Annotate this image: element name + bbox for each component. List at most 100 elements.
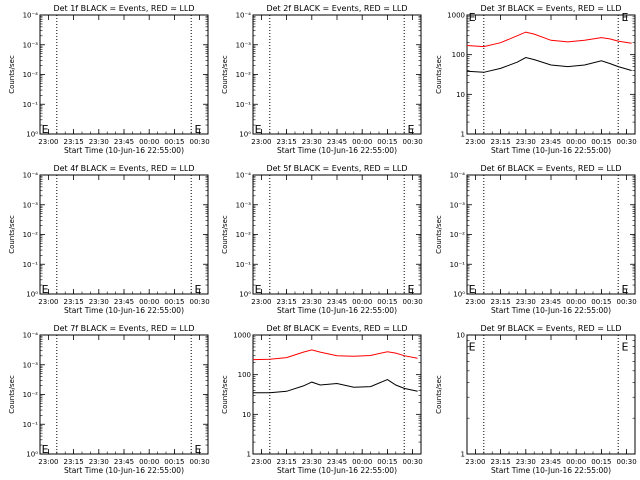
chart-title: Det 9f BLACK = Events, RED = LLD [480, 324, 621, 333]
y-tick-label: 10⁻⁴ [236, 172, 252, 180]
y-tick-label: 10⁻³ [236, 201, 252, 209]
y-tick-label: 10⁻⁴ [450, 172, 466, 180]
x-tick-label: 23:15 [277, 138, 297, 146]
x-tick-label: 23:15 [64, 138, 84, 146]
y-tick-label: 1000 [447, 12, 465, 20]
x-tick-label: 23:45 [541, 138, 561, 146]
series-line [253, 379, 418, 394]
y-axis-label: Counts/sec [435, 215, 443, 254]
x-tick-label: 23:15 [277, 298, 297, 306]
y-axis-label: Counts/sec [221, 375, 229, 414]
x-tick-label: 00:00 [139, 458, 159, 466]
annotation-label: E [195, 283, 202, 296]
x-tick-label: 00:15 [164, 298, 184, 306]
x-tick-label: 23:15 [491, 458, 511, 466]
y-tick-label: 1 [461, 131, 465, 139]
y-tick-label: 10⁻³ [236, 41, 252, 49]
y-tick-label: 1 [247, 451, 251, 459]
x-tick-label: 23:30 [89, 298, 109, 306]
y-tick-label: 10⁻⁴ [23, 12, 39, 20]
y-tick-label: 1000 [233, 332, 251, 340]
chart-title: Det 8f BLACK = Events, RED = LLD [266, 324, 407, 333]
x-tick-label: 00:30 [190, 138, 210, 146]
x-tick-label: 23:30 [516, 458, 536, 466]
y-tick-label: 10⁻¹ [236, 261, 252, 269]
series-line [466, 56, 632, 73]
x-tick-label: 00:00 [352, 138, 372, 146]
y-tick-label: 10⁻³ [23, 41, 39, 49]
annotation-label: E [42, 123, 49, 136]
x-tick-label: 23:00 [465, 458, 485, 466]
y-tick-label: 10⁰ [26, 291, 38, 299]
plot-frame [466, 14, 636, 135]
y-tick-label: 10⁻² [23, 231, 39, 239]
x-axis-label: Start Time (10-Jun-16 22:55:00) [491, 466, 611, 475]
y-tick-label: 10⁻¹ [450, 261, 466, 269]
x-tick-label: 23:00 [251, 298, 271, 306]
chart-title: Det 7f BLACK = Events, RED = LLD [53, 324, 194, 333]
plot-frame [39, 14, 209, 135]
y-tick-label: 10⁰ [239, 131, 251, 139]
y-tick-label: 100 [452, 51, 465, 59]
x-tick-label: 23:15 [491, 138, 511, 146]
x-tick-label: 23:00 [38, 298, 58, 306]
y-tick-label: 10⁻⁴ [236, 12, 252, 20]
x-tick-label: 23:45 [114, 458, 134, 466]
x-tick-label: 00:00 [139, 138, 159, 146]
x-tick-label: 23:45 [327, 298, 347, 306]
x-tick-label: 00:30 [190, 298, 210, 306]
x-tick-label: 23:30 [89, 138, 109, 146]
annotation-label: E [469, 283, 476, 296]
x-tick-label: 00:00 [352, 298, 372, 306]
y-tick-label: 10⁻² [23, 71, 39, 79]
y-tick-label: 10⁰ [453, 291, 465, 299]
x-axis-label: Start Time (10-Jun-16 22:55:00) [64, 466, 184, 475]
x-tick-label: 23:45 [541, 298, 561, 306]
chart-title: Det 2f BLACK = Events, RED = LLD [266, 4, 407, 13]
y-tick-label: 10⁻³ [23, 201, 39, 209]
y-tick-label: 10⁻³ [450, 201, 466, 209]
y-tick-label: 10⁻³ [23, 361, 39, 369]
x-tick-label: 23:00 [465, 298, 485, 306]
x-tick-label: 00:30 [617, 458, 637, 466]
plot-frame [466, 334, 636, 455]
y-tick-label: 10⁻⁴ [23, 332, 39, 340]
x-tick-label: 00:00 [139, 298, 159, 306]
annotation-label: E [408, 283, 415, 296]
x-tick-label: 00:15 [377, 138, 397, 146]
x-axis-label: Start Time (10-Jun-16 22:55:00) [491, 306, 611, 315]
x-tick-label: 00:30 [403, 138, 423, 146]
x-tick-label: 23:00 [38, 138, 58, 146]
x-axis-label: Start Time (10-Jun-16 22:55:00) [277, 466, 397, 475]
x-tick-label: 00:00 [566, 138, 586, 146]
x-tick-label: 23:30 [516, 298, 536, 306]
x-tick-label: 23:00 [251, 138, 271, 146]
y-tick-label: 10⁻² [236, 231, 252, 239]
plot-frame [39, 334, 209, 455]
plot-frame [252, 174, 422, 295]
x-tick-label: 00:15 [164, 458, 184, 466]
y-tick-label: 1 [461, 451, 465, 459]
y-axis-label: Counts/sec [435, 375, 443, 414]
y-tick-label: 10⁻¹ [236, 101, 252, 109]
y-tick-label: 10⁻⁴ [23, 172, 39, 180]
chart-title: Det 3f BLACK = Events, RED = LLD [480, 4, 621, 13]
y-axis-label: Counts/sec [221, 55, 229, 94]
x-axis-label: Start Time (10-Jun-16 22:55:00) [64, 146, 184, 155]
plot-frame [39, 174, 209, 295]
x-tick-label: 00:30 [403, 458, 423, 466]
x-tick-label: 00:15 [591, 138, 611, 146]
x-tick-label: 23:30 [302, 458, 322, 466]
x-tick-label: 00:15 [377, 298, 397, 306]
y-tick-label: 10⁰ [239, 291, 251, 299]
chart-title: Det 1f BLACK = Events, RED = LLD [53, 4, 194, 13]
y-tick-label: 10⁰ [26, 131, 38, 139]
y-tick-label: 10⁻² [236, 71, 252, 79]
x-tick-label: 23:15 [277, 458, 297, 466]
x-tick-label: 23:45 [327, 458, 347, 466]
x-tick-label: 23:00 [38, 458, 58, 466]
x-axis-label: Start Time (10-Jun-16 22:55:00) [491, 146, 611, 155]
chart-title: Det 5f BLACK = Events, RED = LLD [266, 164, 407, 173]
x-tick-label: 23:00 [251, 458, 271, 466]
